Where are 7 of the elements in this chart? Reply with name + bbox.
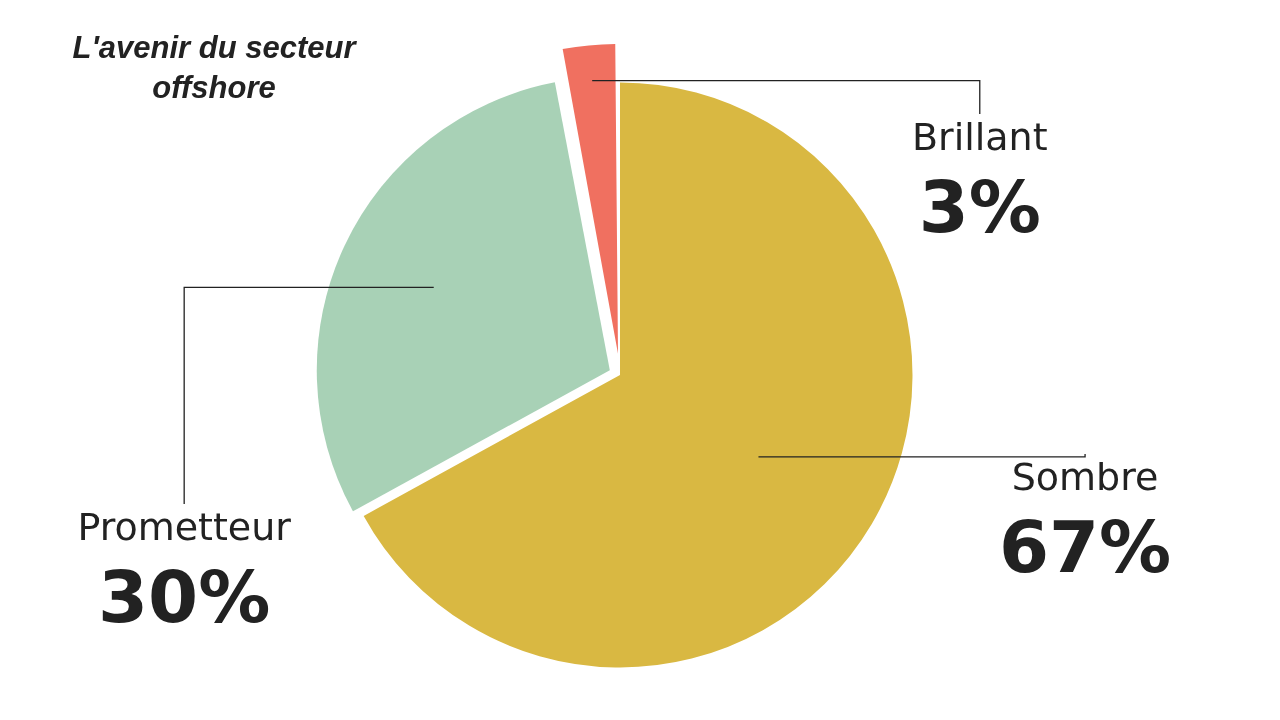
data-label: 67%	[998, 505, 1172, 589]
data-label: 30%	[98, 555, 271, 639]
slice-label: Prometteur	[77, 505, 292, 549]
chart-title: L'avenir du secteur offshore	[71, 29, 358, 108]
slice-label: Sombre	[1011, 455, 1159, 499]
data-label: 3%	[918, 165, 1041, 249]
slice-label: Brillant	[911, 115, 1048, 159]
